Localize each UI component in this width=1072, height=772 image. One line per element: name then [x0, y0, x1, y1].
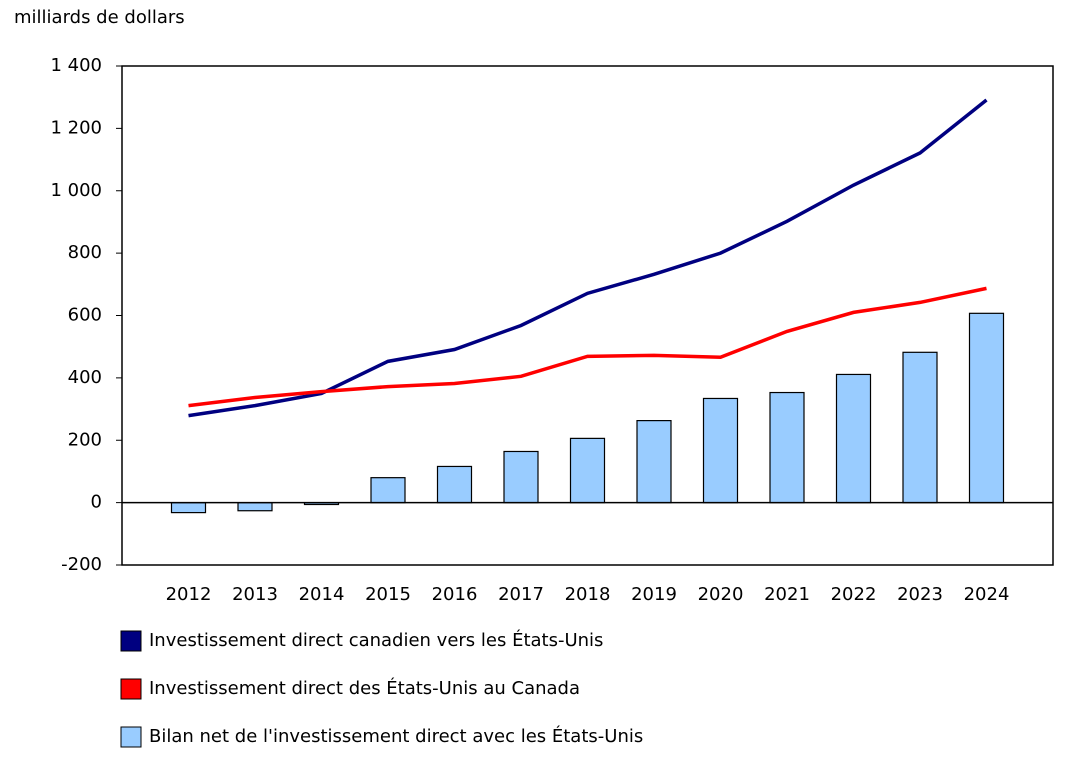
- x-tick-label: 2022: [831, 584, 877, 605]
- y-tick-label: 1 000: [50, 180, 102, 201]
- x-tick-label: 2020: [698, 584, 744, 605]
- bar: [370, 477, 406, 504]
- x-tick-label: 2023: [897, 584, 943, 605]
- y-tick-label: 1 400: [50, 55, 102, 76]
- bar: [436, 465, 473, 504]
- x-tick-label: 2016: [432, 584, 478, 605]
- line: [188, 98, 988, 418]
- x-tick-label: 2012: [166, 584, 212, 605]
- plot-frame: [121, 65, 1054, 566]
- x-tick-label: 2021: [764, 584, 810, 605]
- y-tick-label: 0: [91, 492, 102, 513]
- x-tick-label: 2017: [498, 584, 544, 605]
- legend-swatch: [120, 726, 142, 748]
- bar: [902, 351, 938, 504]
- bar: [503, 450, 539, 504]
- x-tick-label: 2024: [964, 584, 1010, 605]
- legend-swatch: [120, 630, 142, 652]
- x-tick-label: 2018: [565, 584, 611, 605]
- legend-label: Investissement direct canadien vers les …: [149, 629, 603, 651]
- bar: [569, 437, 606, 504]
- x-tick-label: 2013: [232, 584, 278, 605]
- bar: [702, 397, 739, 504]
- bar: [769, 391, 805, 504]
- bar: [170, 502, 207, 514]
- y-tick-label: 200: [68, 429, 102, 450]
- bar: [636, 420, 672, 504]
- bar: [237, 502, 273, 512]
- y-axis-title: milliards de dollars: [14, 7, 185, 28]
- legend-swatch: [120, 678, 142, 700]
- bar: [968, 312, 1005, 504]
- y-tick-label: -200: [61, 554, 102, 575]
- legend-label: Investissement direct des États-Unis au …: [149, 677, 580, 699]
- x-tick-label: 2019: [631, 584, 677, 605]
- y-tick-label: 800: [68, 242, 102, 263]
- y-tick-label: 600: [68, 305, 102, 326]
- y-tick-label: 400: [68, 367, 102, 388]
- x-tick-label: 2015: [365, 584, 411, 605]
- legend-label: Bilan net de l'investissement direct ave…: [149, 725, 643, 747]
- line: [188, 286, 987, 408]
- bar: [835, 373, 872, 504]
- x-tick-label: 2014: [299, 584, 345, 605]
- y-tick-label: 1 200: [50, 117, 102, 138]
